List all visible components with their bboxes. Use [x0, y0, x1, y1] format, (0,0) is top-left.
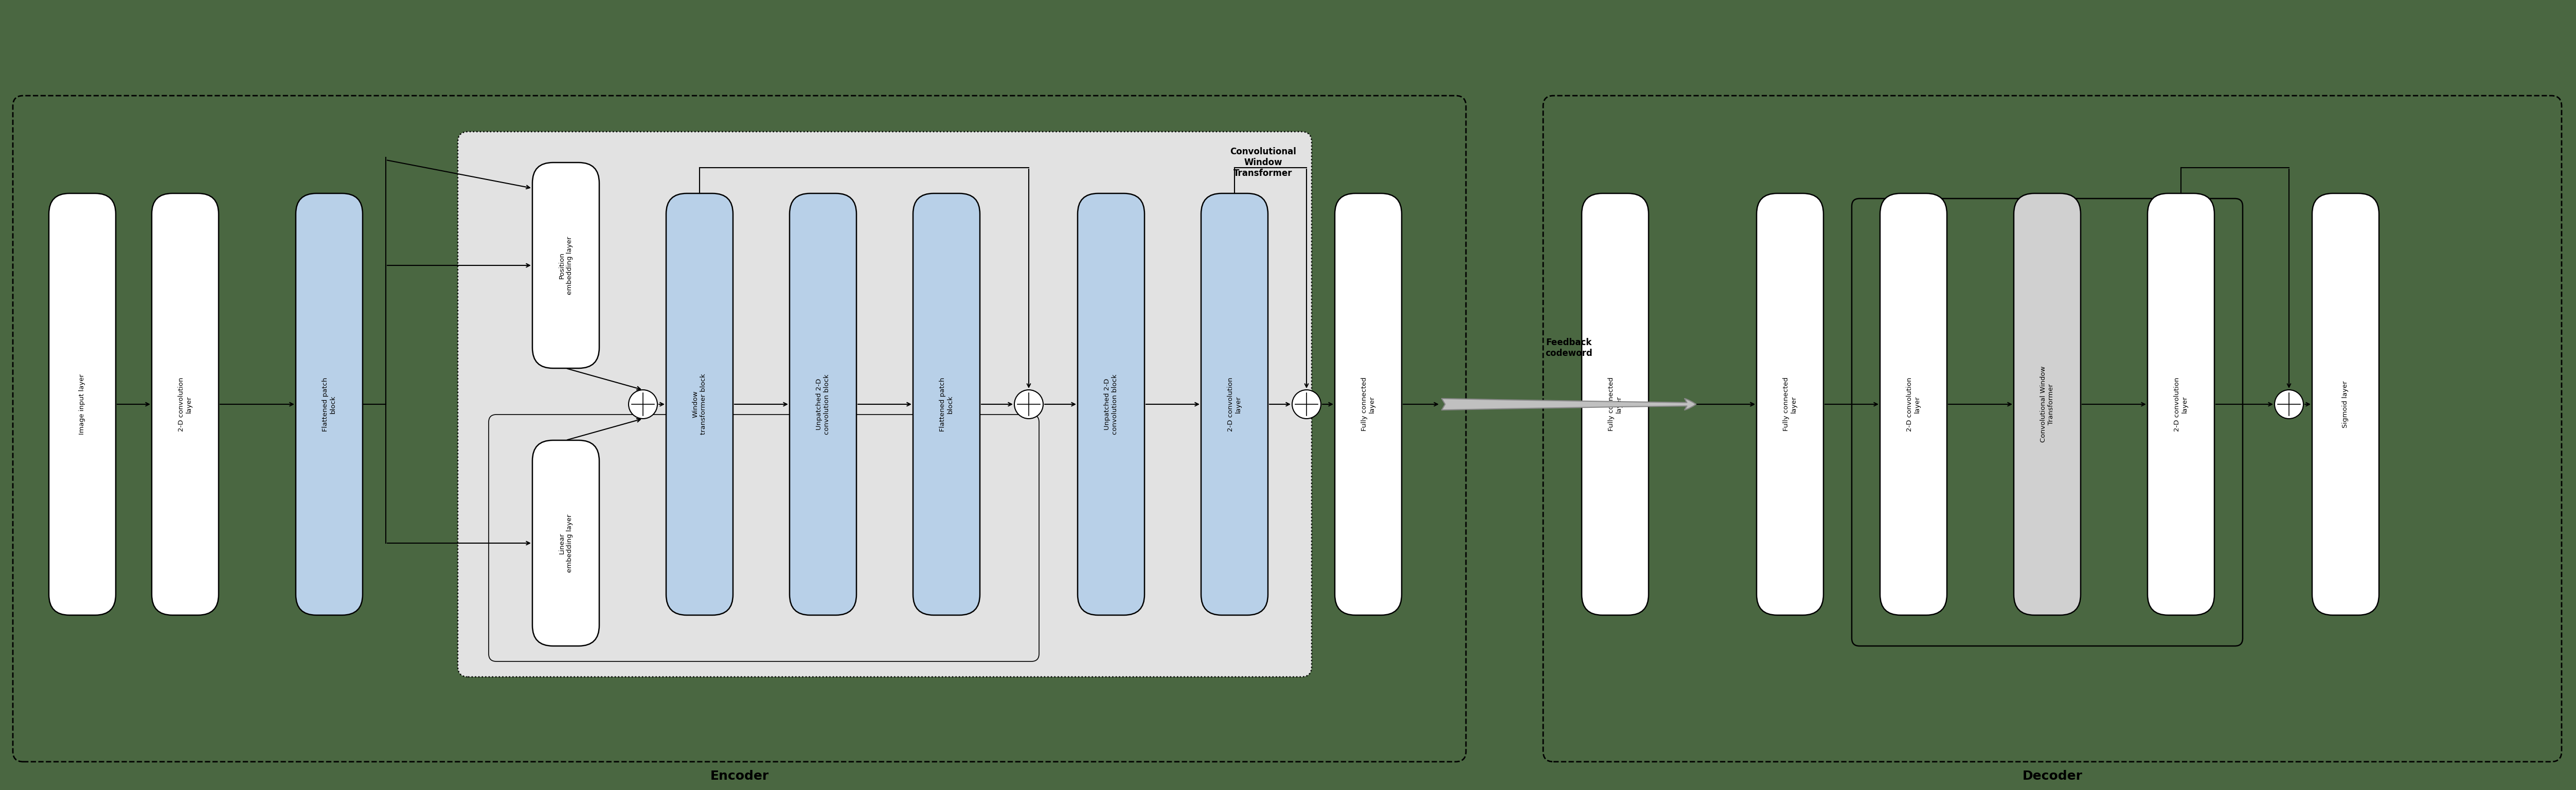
Text: Unpatched 2-D
convolution block: Unpatched 2-D convolution block: [1105, 374, 1118, 435]
Text: Convolutional
Window
Transformer: Convolutional Window Transformer: [1229, 147, 1296, 178]
FancyBboxPatch shape: [296, 194, 363, 615]
FancyBboxPatch shape: [49, 194, 116, 615]
FancyBboxPatch shape: [152, 194, 219, 615]
Text: Feedback
codeword: Feedback codeword: [1546, 338, 1592, 358]
Text: Fully connected
layer: Fully connected layer: [1783, 378, 1798, 431]
Text: Unpatched 2-D
convolution block: Unpatched 2-D convolution block: [817, 374, 829, 435]
FancyBboxPatch shape: [533, 163, 600, 368]
Text: Decoder: Decoder: [2022, 770, 2081, 782]
Circle shape: [1293, 389, 1321, 419]
FancyBboxPatch shape: [459, 132, 1311, 677]
FancyBboxPatch shape: [912, 194, 979, 615]
FancyBboxPatch shape: [1334, 194, 1401, 615]
Text: Fully connected
layer: Fully connected layer: [1607, 378, 1623, 431]
Text: Flattened patch
block: Flattened patch block: [322, 377, 337, 431]
Text: Linear
embedding layer: Linear embedding layer: [559, 514, 572, 572]
Text: Encoder: Encoder: [711, 770, 768, 782]
Text: Sigmoid layer: Sigmoid layer: [2342, 381, 2349, 428]
FancyBboxPatch shape: [1757, 194, 1824, 615]
Text: 2-D convolution
layer: 2-D convolution layer: [1906, 377, 1922, 431]
Circle shape: [2275, 389, 2303, 419]
Text: Position
embedding layer: Position embedding layer: [559, 236, 572, 295]
FancyBboxPatch shape: [1077, 194, 1144, 615]
Text: Window
transformer block: Window transformer block: [693, 374, 706, 435]
FancyBboxPatch shape: [1582, 194, 1649, 615]
Text: 2-D convolution
layer: 2-D convolution layer: [178, 377, 193, 431]
Text: 2-D convolution
layer: 2-D convolution layer: [2174, 377, 2187, 431]
FancyBboxPatch shape: [2014, 194, 2081, 615]
FancyBboxPatch shape: [2313, 194, 2380, 615]
FancyBboxPatch shape: [791, 194, 855, 615]
Text: Fully connected
layer: Fully connected layer: [1360, 378, 1376, 431]
Circle shape: [1015, 389, 1043, 419]
FancyBboxPatch shape: [2148, 194, 2215, 615]
Text: Flattened patch
block: Flattened patch block: [940, 377, 953, 431]
FancyBboxPatch shape: [533, 440, 600, 646]
FancyBboxPatch shape: [1880, 194, 1947, 615]
FancyBboxPatch shape: [667, 194, 734, 615]
Circle shape: [629, 389, 657, 419]
Text: 2-D convolution
layer: 2-D convolution layer: [1226, 377, 1242, 431]
FancyBboxPatch shape: [1200, 194, 1267, 615]
Text: Convolutional Window
Transformer: Convolutional Window Transformer: [2040, 366, 2056, 442]
Text: Image input layer: Image input layer: [80, 374, 85, 435]
